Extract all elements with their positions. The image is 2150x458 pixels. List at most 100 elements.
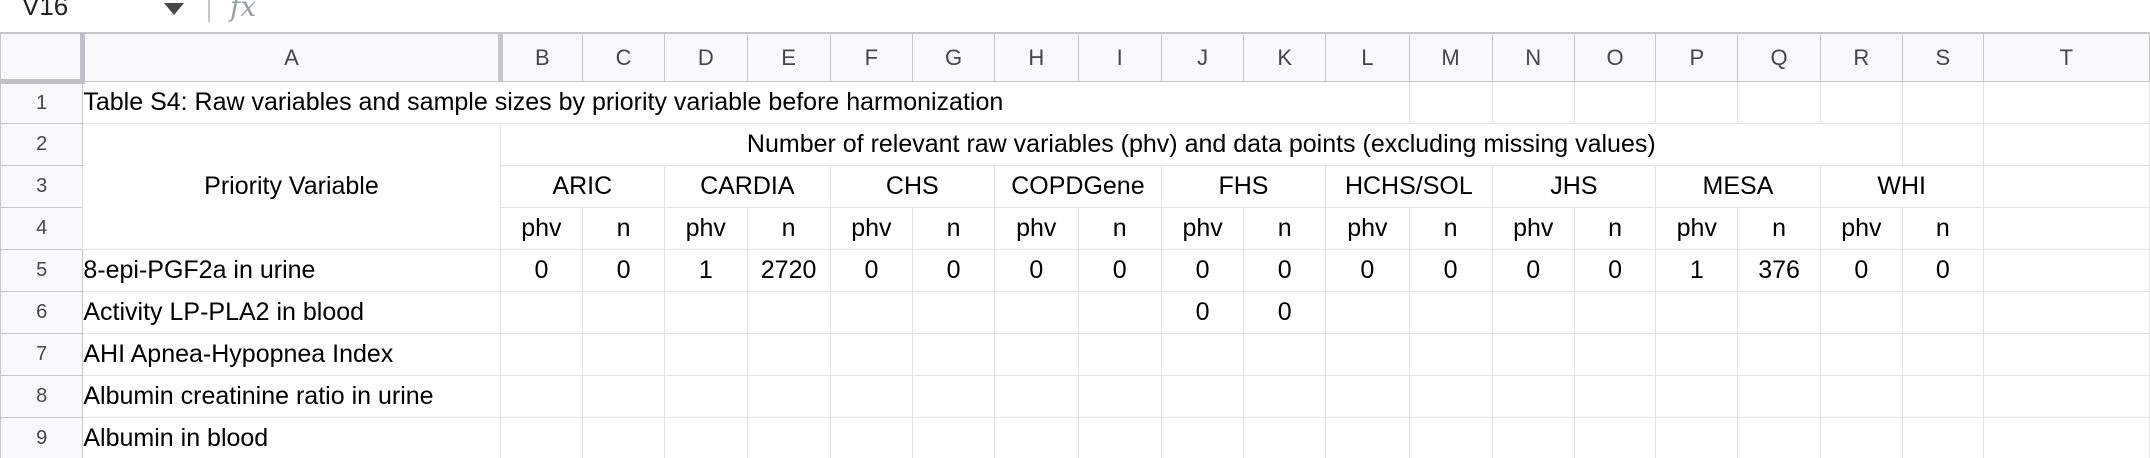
- empty-cell[interactable]: [1819, 81, 1904, 124]
- empty-cell[interactable]: [1737, 81, 1821, 124]
- data-cell[interactable]: [829, 375, 914, 418]
- data-cell[interactable]: [1491, 291, 1575, 334]
- row-header-6[interactable]: 6: [0, 291, 84, 334]
- row-header-4[interactable]: 4: [0, 207, 84, 250]
- column-header-d[interactable]: D: [663, 33, 748, 82]
- data-cell[interactable]: [746, 375, 831, 418]
- data-cell[interactable]: 0: [499, 249, 584, 292]
- empty-cell[interactable]: [1408, 81, 1493, 124]
- data-cell[interactable]: 0: [1902, 249, 1984, 292]
- data-cell[interactable]: 0: [1325, 249, 1410, 292]
- data-cell[interactable]: [1819, 333, 1904, 376]
- data-cell[interactable]: [1655, 375, 1739, 418]
- data-cell[interactable]: 0: [1243, 249, 1327, 292]
- subheader-phv[interactable]: phv: [993, 207, 1079, 250]
- column-header-f[interactable]: F: [829, 33, 914, 82]
- subheader-phv[interactable]: phv: [663, 207, 748, 250]
- name-box[interactable]: V16: [22, 0, 69, 21]
- subheader-n[interactable]: n: [1408, 207, 1493, 250]
- row-header-2[interactable]: 2: [0, 123, 84, 166]
- cohort-header-cardia[interactable]: CARDIA: [663, 165, 831, 208]
- priority-variable-cell[interactable]: Albumin creatinine ratio in urine: [82, 375, 501, 418]
- data-cell[interactable]: [1408, 291, 1493, 334]
- empty-cell[interactable]: [1982, 207, 2150, 250]
- data-cell[interactable]: [1325, 375, 1410, 418]
- data-cell[interactable]: [1819, 417, 1904, 458]
- data-cell[interactable]: [1408, 417, 1493, 458]
- data-cell[interactable]: 0: [1819, 249, 1904, 292]
- data-cell[interactable]: [1655, 333, 1739, 376]
- column-header-a[interactable]: A: [82, 33, 503, 82]
- data-cell[interactable]: [1902, 375, 1984, 418]
- data-cell[interactable]: [499, 417, 584, 458]
- data-cell[interactable]: [1491, 333, 1575, 376]
- column-header-i[interactable]: I: [1077, 33, 1162, 82]
- data-cell[interactable]: 0: [1077, 249, 1162, 292]
- column-header-k[interactable]: K: [1243, 33, 1327, 82]
- data-cell[interactable]: [746, 417, 831, 458]
- cohort-header-chs[interactable]: CHS: [829, 165, 995, 208]
- data-cell[interactable]: [912, 375, 995, 418]
- data-cell[interactable]: [1077, 291, 1162, 334]
- data-cell[interactable]: [1491, 375, 1575, 418]
- group-header-cell[interactable]: Number of relevant raw variables (phv) a…: [499, 123, 1904, 166]
- data-cell[interactable]: [1077, 333, 1162, 376]
- data-cell[interactable]: [1737, 333, 1821, 376]
- cohort-header-whi[interactable]: WHI: [1819, 165, 1984, 208]
- subheader-phv[interactable]: phv: [829, 207, 914, 250]
- empty-cell[interactable]: [1902, 123, 1984, 166]
- data-cell[interactable]: [1408, 333, 1493, 376]
- data-cell[interactable]: [993, 375, 1079, 418]
- subheader-phv[interactable]: phv: [499, 207, 584, 250]
- row-header-5[interactable]: 5: [0, 249, 84, 292]
- data-cell[interactable]: [1573, 291, 1657, 334]
- data-cell[interactable]: [582, 375, 665, 418]
- empty-cell[interactable]: [1982, 249, 2150, 292]
- data-cell[interactable]: [829, 291, 914, 334]
- column-header-h[interactable]: H: [993, 33, 1079, 82]
- data-cell[interactable]: 0: [993, 249, 1079, 292]
- empty-cell[interactable]: [1982, 291, 2150, 334]
- data-cell[interactable]: [1160, 375, 1245, 418]
- subheader-n[interactable]: n: [746, 207, 831, 250]
- column-header-g[interactable]: G: [912, 33, 995, 82]
- row-header-8[interactable]: 8: [0, 375, 84, 418]
- subheader-phv[interactable]: phv: [1160, 207, 1245, 250]
- data-cell[interactable]: [499, 333, 584, 376]
- data-cell[interactable]: [912, 333, 995, 376]
- subheader-n[interactable]: n: [1243, 207, 1327, 250]
- subheader-phv[interactable]: phv: [1819, 207, 1904, 250]
- data-cell[interactable]: [582, 333, 665, 376]
- subheader-n[interactable]: n: [1902, 207, 1984, 250]
- data-cell[interactable]: [829, 417, 914, 458]
- column-header-q[interactable]: Q: [1737, 33, 1821, 82]
- column-header-r[interactable]: R: [1819, 33, 1904, 82]
- empty-cell[interactable]: [1982, 375, 2150, 418]
- subheader-n[interactable]: n: [582, 207, 665, 250]
- column-header-e[interactable]: E: [746, 33, 831, 82]
- column-header-l[interactable]: L: [1325, 33, 1410, 82]
- data-cell[interactable]: [663, 291, 748, 334]
- data-cell[interactable]: [746, 333, 831, 376]
- data-cell[interactable]: [1077, 417, 1162, 458]
- data-cell[interactable]: [582, 291, 665, 334]
- data-cell[interactable]: [663, 417, 748, 458]
- data-cell[interactable]: [993, 417, 1079, 458]
- data-cell[interactable]: [1325, 333, 1410, 376]
- data-cell[interactable]: [993, 291, 1079, 334]
- data-cell[interactable]: 0: [1160, 291, 1245, 334]
- data-cell[interactable]: [1408, 375, 1493, 418]
- column-header-n[interactable]: N: [1491, 33, 1575, 82]
- data-cell[interactable]: [912, 417, 995, 458]
- data-cell[interactable]: [912, 291, 995, 334]
- data-cell[interactable]: 0: [1408, 249, 1493, 292]
- cohort-header-fhs[interactable]: FHS: [1160, 165, 1327, 208]
- data-cell[interactable]: [1573, 417, 1657, 458]
- data-cell[interactable]: 0: [912, 249, 995, 292]
- priority-variable-cell[interactable]: 8-epi-PGF2a in urine: [82, 249, 501, 292]
- empty-cell[interactable]: [1655, 81, 1739, 124]
- subheader-phv[interactable]: phv: [1325, 207, 1410, 250]
- subheader-phv[interactable]: phv: [1655, 207, 1739, 250]
- column-header-j[interactable]: J: [1160, 33, 1245, 82]
- data-cell[interactable]: [1819, 291, 1904, 334]
